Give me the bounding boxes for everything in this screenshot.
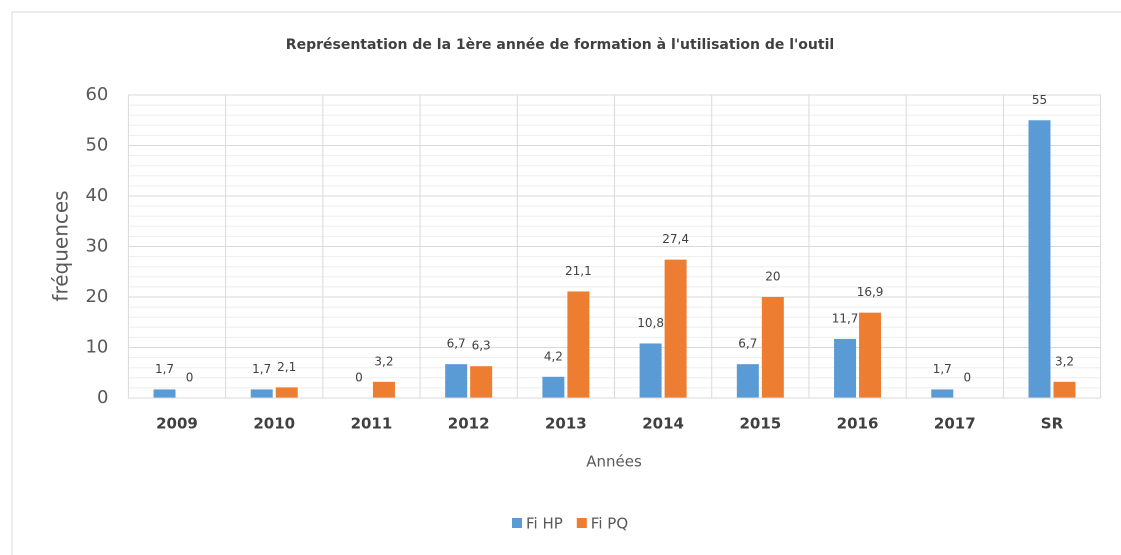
y-tick-label: 0 <box>97 387 108 408</box>
legend-swatch <box>512 518 522 528</box>
value-label: 27,4 <box>662 232 689 246</box>
bar <box>664 259 687 398</box>
value-label: 1,7 <box>155 362 174 376</box>
bar <box>859 312 882 398</box>
x-tick-label: 2013 <box>545 415 587 433</box>
bar <box>153 389 176 398</box>
x-axis-label: Années <box>586 453 642 471</box>
bar <box>250 389 273 398</box>
value-label: 6,3 <box>472 339 491 353</box>
x-tick-label: 2012 <box>448 415 490 433</box>
x-tick-label: SR <box>1041 415 1064 433</box>
bar <box>834 338 857 398</box>
bar <box>1053 381 1076 398</box>
value-label: 2,1 <box>277 360 296 374</box>
bar <box>567 291 590 398</box>
x-tick-label: 2009 <box>156 415 198 433</box>
value-label: 0 <box>963 371 971 385</box>
x-tick-label: 2017 <box>934 415 976 433</box>
bar <box>372 381 395 398</box>
y-tick-label: 50 <box>85 135 108 156</box>
value-label: 1,7 <box>252 362 271 376</box>
chart-frame <box>11 11 1121 555</box>
value-label: 21,1 <box>565 264 592 278</box>
legend-swatch <box>576 518 587 528</box>
value-label: 0 <box>186 371 194 385</box>
x-tick-label: 2010 <box>253 415 295 433</box>
y-tick-label: 60 <box>85 84 108 105</box>
y-axis-label: fréquences <box>49 190 73 301</box>
bar <box>1028 120 1051 398</box>
x-tick-label: 2011 <box>351 415 393 433</box>
value-label: 6,7 <box>447 337 466 351</box>
value-label: 3,2 <box>1055 354 1074 368</box>
y-tick-label: 20 <box>85 286 108 307</box>
value-label: 1,7 <box>933 362 952 376</box>
bar <box>470 366 493 398</box>
y-tick-label: 10 <box>85 337 108 358</box>
x-tick-label: 2015 <box>739 415 781 433</box>
bar <box>275 387 298 398</box>
value-label: 55 <box>1032 93 1047 107</box>
value-label: 3,2 <box>374 354 393 368</box>
value-label: 6,7 <box>738 337 757 351</box>
bar <box>761 297 784 398</box>
legend-label: Fi HP <box>526 515 563 533</box>
value-label: 11,7 <box>832 311 859 325</box>
value-label: 20 <box>765 270 780 284</box>
value-label: 4,2 <box>544 349 563 363</box>
value-label: 0 <box>355 371 363 385</box>
x-tick-label: 2014 <box>642 415 684 433</box>
y-tick-label: 40 <box>85 185 108 206</box>
bar <box>445 364 468 398</box>
y-tick-label: 30 <box>85 236 108 257</box>
bar <box>931 389 954 398</box>
x-tick-label: 2016 <box>837 415 879 433</box>
chart-title: Représentation de la 1ère année de forma… <box>286 37 834 53</box>
bar <box>542 376 565 398</box>
bar <box>639 343 662 398</box>
legend-label: Fi PQ <box>591 515 628 533</box>
value-label: 16,9 <box>857 285 884 299</box>
bar <box>736 364 759 398</box>
value-label: 10,8 <box>637 316 664 330</box>
